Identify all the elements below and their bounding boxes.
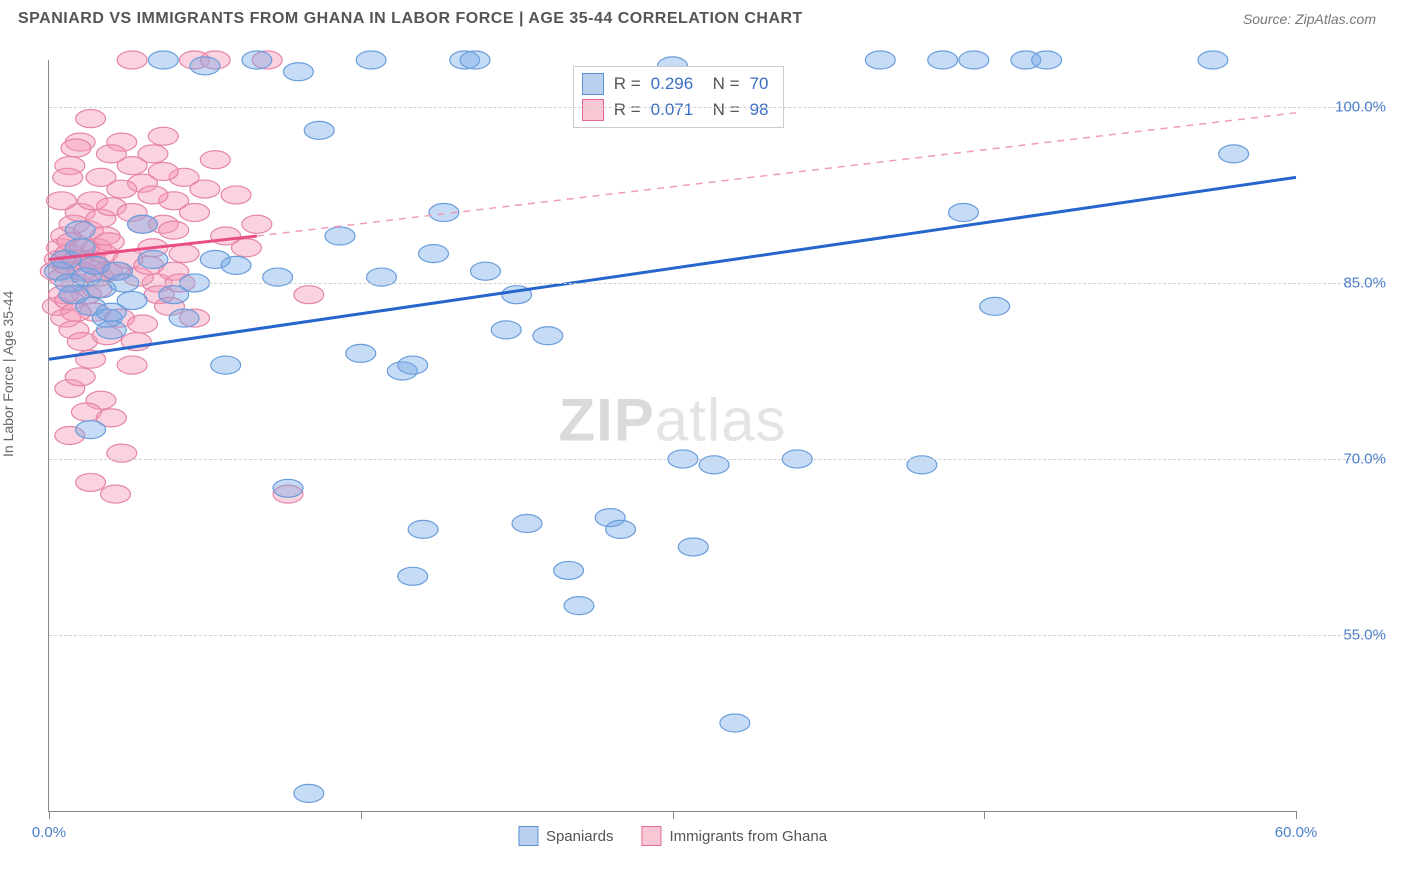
stats-r-blue: 0.296 — [651, 74, 694, 94]
ytick-label: 85.0% — [1306, 274, 1386, 291]
gridline — [49, 459, 1386, 460]
xtick — [49, 811, 50, 819]
legend-item-ghana: Immigrants from Ghana — [641, 826, 827, 846]
ytick-label: 55.0% — [1306, 626, 1386, 643]
chart-title: SPANIARD VS IMMIGRANTS FROM GHANA IN LAB… — [18, 10, 803, 28]
gridline — [49, 283, 1386, 284]
stats-r-label: R = — [614, 100, 641, 120]
y-axis-label: In Labor Force | Age 35-44 — [0, 291, 16, 457]
chart-container: In Labor Force | Age 35-44 ZIPatlas R = … — [18, 42, 1396, 872]
swatch-blue-icon — [518, 826, 538, 846]
legend-item-spaniards: Spaniards — [518, 826, 614, 846]
xtick — [673, 811, 674, 819]
swatch-blue-icon — [582, 73, 604, 95]
scatter-svg — [49, 60, 1296, 811]
gridline — [49, 635, 1386, 636]
ytick-label: 70.0% — [1306, 450, 1386, 467]
gridline — [49, 107, 1386, 108]
stats-legend-box: R = 0.296 N = 70 R = 0.071 N = 98 — [573, 66, 784, 128]
legend-label: Spaniards — [546, 828, 614, 845]
stats-row-pink: R = 0.071 N = 98 — [582, 97, 769, 123]
stats-n-pink: 98 — [750, 100, 769, 120]
xtick — [984, 811, 985, 819]
plot-area: ZIPatlas R = 0.296 N = 70 R = 0.071 N = … — [48, 60, 1296, 812]
stats-row-blue: R = 0.296 N = 70 — [582, 71, 769, 97]
ytick-label: 100.0% — [1306, 98, 1386, 115]
stats-n-blue: 70 — [750, 74, 769, 94]
swatch-pink-icon — [582, 99, 604, 121]
legend-label: Immigrants from Ghana — [669, 828, 827, 845]
stats-r-label: R = — [614, 74, 641, 94]
xtick-label: 0.0% — [32, 824, 66, 841]
bottom-legend: Spaniards Immigrants from Ghana — [518, 826, 827, 846]
source-label: Source: ZipAtlas.com — [1243, 11, 1376, 27]
xtick — [1296, 811, 1297, 819]
xtick-label: 60.0% — [1275, 824, 1318, 841]
stats-r-pink: 0.071 — [651, 100, 694, 120]
xtick — [361, 811, 362, 819]
swatch-pink-icon — [641, 826, 661, 846]
